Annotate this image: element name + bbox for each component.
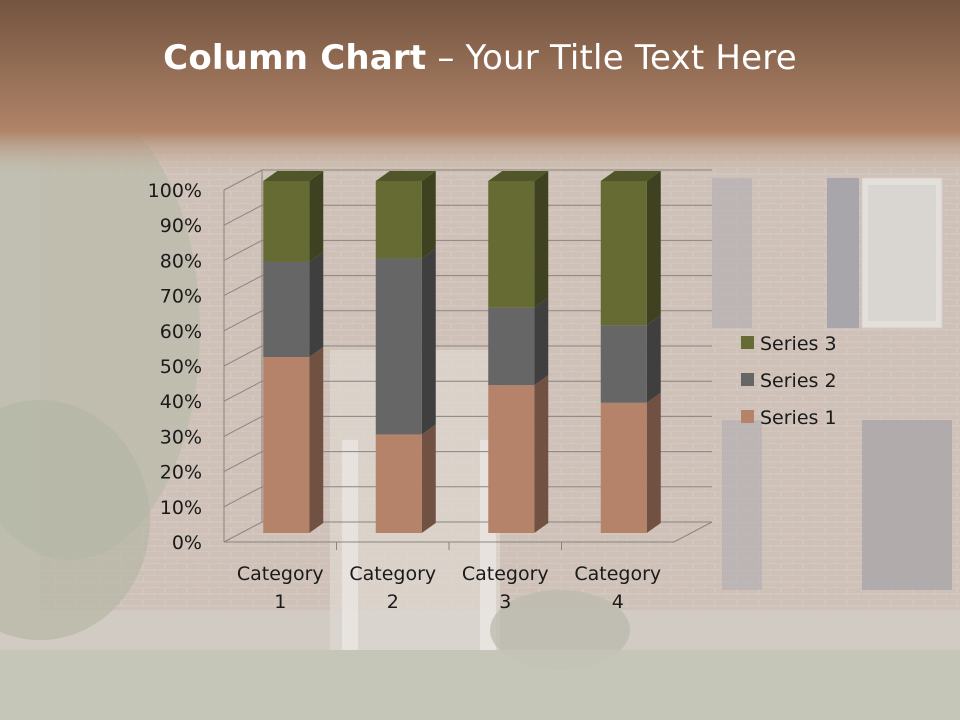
y-tick-label: 0% [172, 532, 202, 554]
bar-side [309, 251, 324, 357]
x-tick-label: Category [574, 563, 661, 585]
x-tick-label: 1 [274, 591, 286, 613]
y-tick-label: 70% [160, 286, 202, 308]
bar-top [375, 171, 436, 181]
legend-label: Series 3 [760, 333, 837, 355]
y-tick-label: 50% [160, 356, 202, 378]
legend-swatch [741, 410, 754, 423]
bar-segment [600, 402, 647, 533]
bar-segment [488, 307, 535, 386]
bar-side [646, 392, 661, 533]
y-tick-label: 10% [160, 497, 202, 519]
side-gridline [223, 310, 263, 332]
floor-edge [224, 521, 713, 543]
side-gridline [223, 239, 263, 261]
y-tick-label: 20% [160, 462, 202, 484]
bar-segment [375, 181, 422, 259]
bar-side [421, 424, 436, 533]
bar-side [646, 171, 661, 326]
bar-side [309, 171, 324, 262]
y-tick-label: 80% [160, 250, 202, 272]
bar-top [600, 171, 661, 181]
y-tick-label: 30% [160, 426, 202, 448]
side-gridline [223, 204, 263, 226]
bar-side [421, 171, 436, 259]
bar-segment [488, 181, 535, 308]
title-bold: Column Chart [163, 38, 427, 78]
bar-side [309, 347, 324, 533]
x-tick-label: Category [462, 563, 549, 585]
x-tick-label: Category [237, 563, 324, 585]
x-tick-label: Category [349, 563, 436, 585]
side-gridline [223, 380, 263, 402]
bar-top [488, 171, 549, 181]
y-tick-label: 40% [160, 391, 202, 413]
bar-segment [263, 261, 310, 357]
bar-segment [600, 181, 647, 326]
bar-top [263, 171, 324, 181]
side-gridline [223, 451, 263, 473]
x-tick-label: 2 [387, 591, 399, 613]
slide-title: Column Chart – Your Title Text Here [0, 38, 960, 78]
side-gridline [223, 169, 263, 191]
bar-segment [263, 357, 310, 533]
bar-side [534, 297, 549, 386]
side-gridline [223, 521, 263, 543]
bar-side [421, 248, 436, 435]
legend-swatch [741, 373, 754, 386]
legend-label: Series 2 [760, 370, 837, 392]
bar-segment [488, 385, 535, 533]
side-gridline [223, 486, 263, 508]
y-tick-label: 90% [160, 215, 202, 237]
y-tick-label: 60% [160, 321, 202, 343]
bar-segment [263, 181, 310, 262]
x-tick-label: 3 [499, 591, 511, 613]
bar-segment [375, 258, 422, 435]
bar-side [534, 171, 549, 308]
y-tick-label: 100% [148, 180, 202, 202]
bar-side [534, 375, 549, 533]
bar-segment [375, 434, 422, 533]
x-tick-label: 4 [612, 591, 624, 613]
legend-label: Series 1 [760, 407, 837, 429]
side-gridline [223, 275, 263, 297]
title-rest: – Your Title Text Here [426, 38, 797, 78]
legend-swatch [741, 336, 754, 349]
bar-segment [600, 325, 647, 403]
side-gridline [223, 345, 263, 367]
side-gridline [223, 415, 263, 437]
bar-side [646, 315, 661, 403]
